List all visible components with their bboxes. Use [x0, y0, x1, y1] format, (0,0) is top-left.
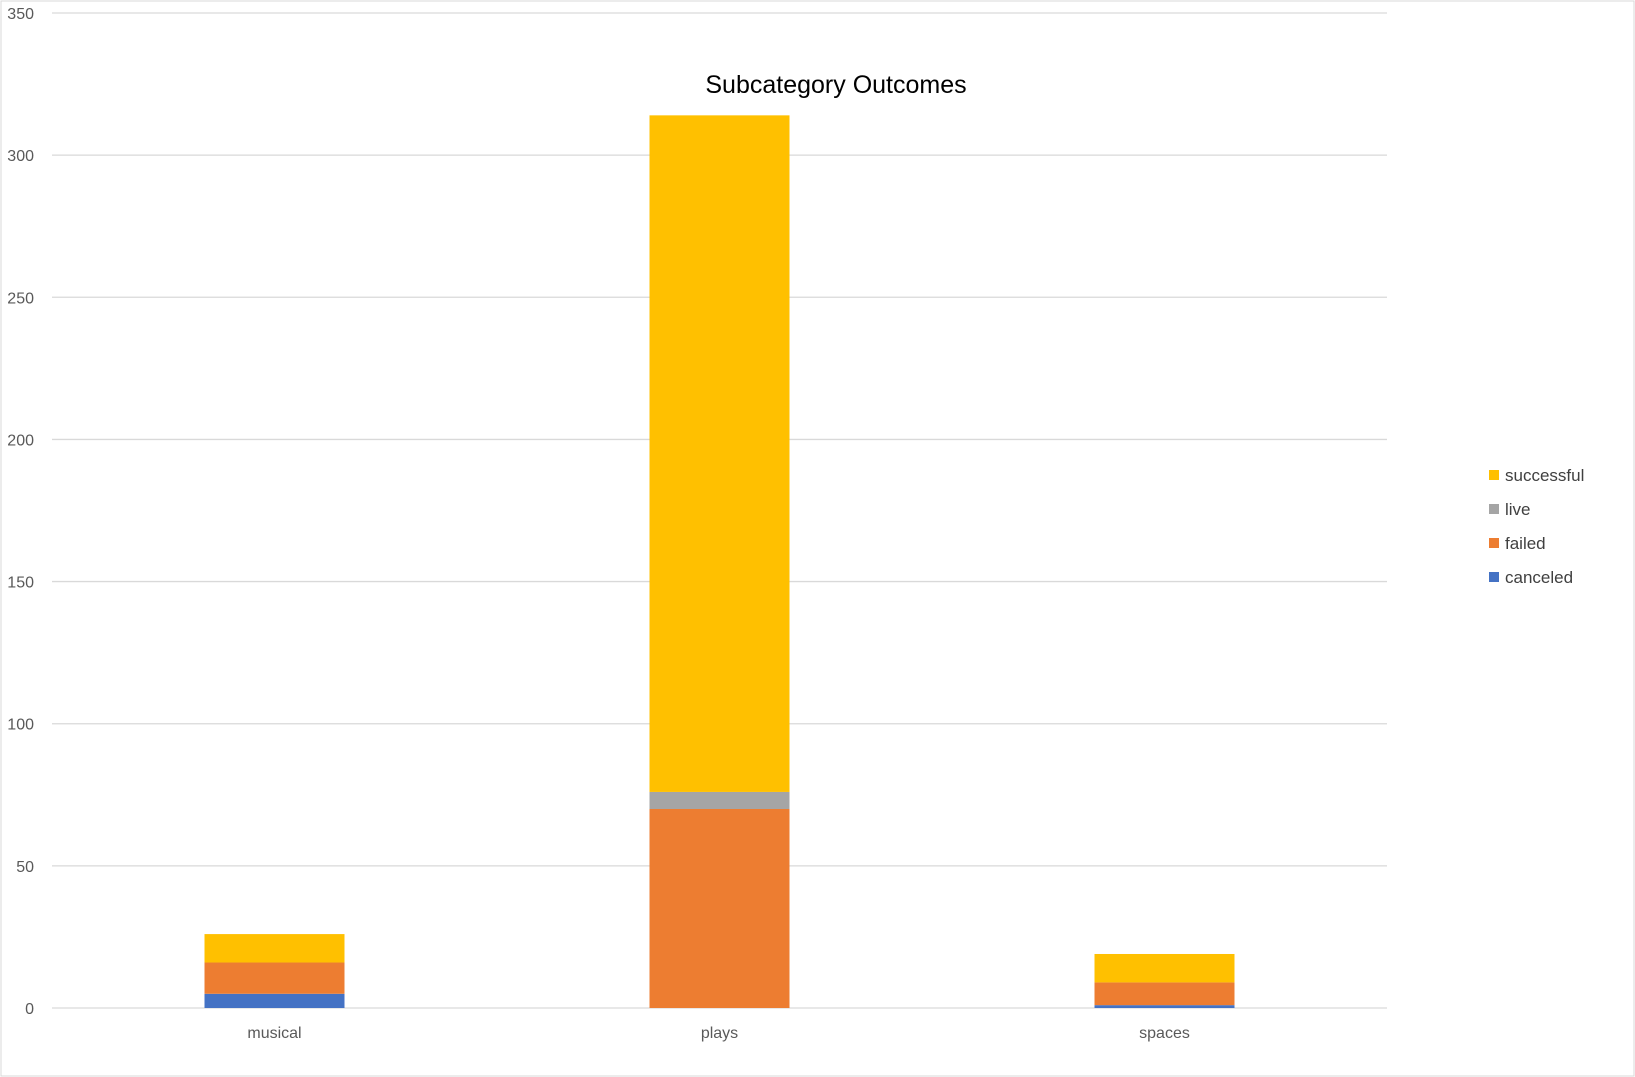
chart-title: Subcategory Outcomes [705, 71, 966, 99]
x-axis-ticks: musical plays spaces [247, 1025, 1189, 1042]
y-tick-label: 200 [7, 432, 34, 449]
legend-label-live: live [1505, 500, 1531, 519]
legend-swatch-failed [1489, 538, 1499, 548]
bar-successful-musical [204, 934, 345, 963]
y-tick-label: 150 [7, 575, 34, 592]
bar-failed-plays [649, 809, 790, 1008]
y-tick-label: 300 [7, 148, 34, 165]
y-tick-label: 100 [7, 717, 34, 734]
bar-failed-musical [204, 962, 345, 994]
x-tick-label: plays [701, 1025, 738, 1042]
y-axis-ticks: 0 50 100 150 200 250 300 350 [7, 6, 34, 1018]
bar-successful-spaces [1094, 953, 1235, 983]
bar-failed-spaces [1094, 982, 1235, 1006]
bar-canceled-musical [204, 993, 345, 1008]
y-tick-label: 350 [7, 6, 34, 23]
bar-successful-plays [649, 115, 790, 792]
legend-swatch-canceled [1489, 572, 1499, 582]
legend-label-failed: failed [1505, 534, 1546, 553]
bar-canceled-spaces [1094, 1005, 1235, 1008]
bars [204, 115, 1235, 1008]
legend-swatch-live [1489, 504, 1499, 514]
legend-swatch-successful [1489, 470, 1499, 480]
legend-label-canceled: canceled [1505, 568, 1573, 587]
x-tick-label: spaces [1139, 1025, 1190, 1042]
bar-live-plays [649, 791, 790, 809]
y-tick-label: 50 [16, 859, 34, 876]
legend: successful live failed canceled [1489, 466, 1584, 587]
y-tick-label: 0 [25, 1001, 34, 1018]
y-tick-label: 250 [7, 290, 34, 307]
legend-label-successful: successful [1505, 466, 1584, 485]
x-tick-label: musical [247, 1025, 301, 1042]
